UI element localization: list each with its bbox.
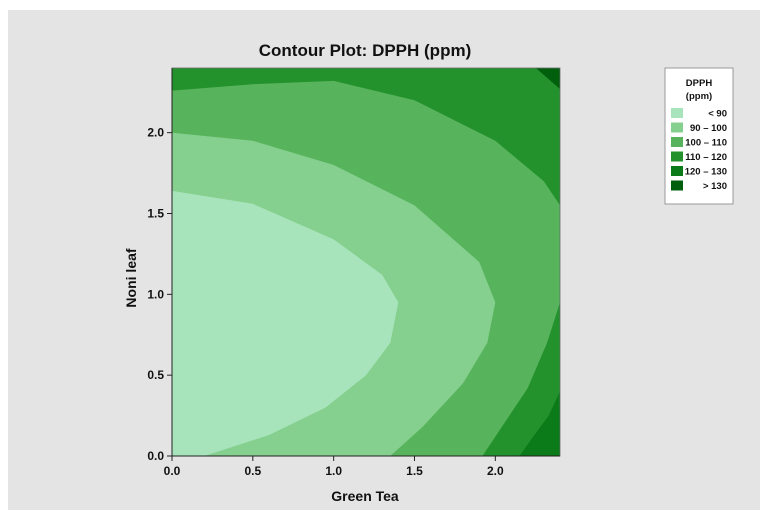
x-tick-label: 2.0 [487, 464, 504, 478]
legend-entry-label: > 130 [703, 181, 727, 192]
legend-swatch [671, 122, 683, 133]
legend-swatch [671, 166, 683, 176]
y-tick-label: 1.5 [147, 207, 164, 221]
contour-region [482, 302, 560, 456]
legend-swatch [671, 108, 683, 118]
legend-swatch [671, 137, 683, 147]
chart-title: Contour Plot: DPPH (ppm) [259, 41, 471, 60]
contour-region [519, 391, 560, 456]
contour-region [535, 68, 560, 89]
x-tick-label: 1.0 [325, 464, 342, 478]
x-tick-label: 0.5 [244, 464, 261, 478]
legend-entry-label: 120 – 130 [685, 167, 727, 178]
y-axis: 0.0 0.5 1.0 1.5 2.0 [147, 68, 173, 463]
contour-region [479, 68, 560, 133]
contour-region [172, 68, 560, 456]
chart-background: Contour Plot: DPPH (ppm) 0.0 0.5 1.0 1.5 2.0… [8, 10, 760, 510]
x-tick-label: 1.5 [406, 464, 423, 478]
y-tick-label: 1.0 [147, 287, 164, 301]
legend-entry-label: 90 – 100 [690, 123, 727, 134]
legend-entry-label: 100 – 110 [685, 138, 727, 149]
contour-regions [172, 68, 560, 456]
y-tick-label: 0.0 [147, 449, 164, 463]
legend-title: DPPH [686, 78, 713, 89]
x-tick-label: 0.0 [164, 464, 181, 478]
legend-swatch [671, 151, 683, 162]
y-tick-label: 2.0 [147, 126, 164, 140]
y-tick-label: 0.5 [147, 368, 164, 382]
legend-title-unit: (ppm) [686, 91, 712, 102]
legend-entries: < 90 90 – 100 100 – 110 110 – 120 120 – 130 >… [671, 108, 727, 192]
contour-plot: Contour Plot: DPPH (ppm) 0.0 0.5 1.0 1.5 2.0… [123, 41, 734, 504]
legend-entry-label: 110 – 120 [685, 152, 727, 163]
contour-region [172, 68, 560, 206]
x-axis: 0.0 0.5 1.0 1.5 2.0 [164, 455, 560, 478]
legend: DPPH (ppm) < 90 90 – 100 100 – 110 110 – 12… [664, 67, 734, 205]
y-axis-label: Noni leaf [123, 248, 139, 307]
legend-entry-label: < 90 [708, 109, 727, 120]
legend-swatch [671, 180, 683, 191]
x-axis-label: Green Tea [331, 488, 399, 504]
